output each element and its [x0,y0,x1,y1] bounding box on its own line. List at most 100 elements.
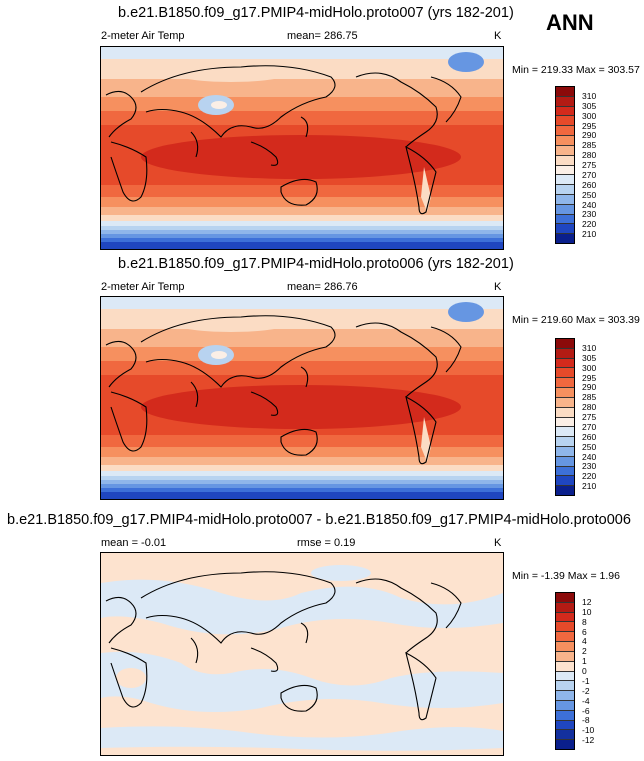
colorbar-tick-label: 310 [582,90,597,101]
colorbar-swatch [556,720,574,731]
colorbar-swatch [556,437,574,447]
colorbar-swatch [556,145,574,156]
colorbar-tick-label: 230 [582,209,597,220]
colorbar-swatch [556,348,574,359]
colorbar-swatch [556,185,574,195]
panel-3-map [100,552,504,756]
colorbar-tick-label: 12 [582,596,592,607]
panel-3-colorbar [555,592,575,750]
colorbar-tick-label: -4 [582,695,590,706]
colorbar-swatch [556,126,574,137]
colorbar-swatch [556,214,574,225]
panel-3-map-svg [101,553,503,755]
colorbar-swatch [556,116,574,127]
colorbar-swatch [556,700,574,711]
colorbar-tick-label: 270 [582,169,597,180]
colorbar-swatch [556,671,574,682]
colorbar-tick-label: 0 [582,666,587,676]
colorbar-swatch [556,155,574,166]
panel-2-variable-label: 2-meter Air Temp [101,281,185,293]
colorbar-tick-label: 210 [582,229,597,240]
colorbar-tick-label: -2 [582,685,590,696]
colorbar-tick-label: 250 [582,441,597,452]
panel-1-units: K [494,30,502,42]
colorbar-swatch [556,476,574,487]
colorbar-swatch [556,456,574,467]
colorbar-tick-label: 290 [582,130,597,141]
colorbar-swatch [556,407,574,418]
colorbar-swatch [556,661,574,672]
colorbar-tick-label: -1 [582,675,590,686]
colorbar-tick-label: 280 [582,150,597,161]
colorbar-tick-label: -12 [582,735,595,746]
colorbar-tick-label: 1 [582,656,587,667]
colorbar-tick-label: 305 [582,352,597,363]
colorbar-tick-label: 290 [582,382,597,393]
colorbar-tick-label: 300 [582,110,597,121]
colorbar-tick-label: 310 [582,342,597,353]
panel-1-title: b.e21.B1850.f09_g17.PMIP4-midHolo.proto0… [118,5,514,21]
colorbar-tick-label: 250 [582,189,597,200]
colorbar-tick-label: 275 [582,160,597,170]
colorbar-swatch [556,612,574,623]
colorbar-swatch [556,165,574,176]
panel-3-units: K [494,537,502,549]
panel-1-map [100,46,504,250]
colorbar-swatch [556,388,574,398]
colorbar-tick-label: 220 [582,219,597,230]
colorbar-swatch [556,651,574,662]
colorbar-swatch [556,368,574,379]
colorbar-swatch [556,358,574,369]
colorbar-tick-label: 210 [582,481,597,492]
colorbar-swatch [556,339,574,349]
panel-1-mean-label: mean= 286.75 [287,30,358,42]
colorbar-swatch [556,602,574,613]
panel-1-map-svg [101,47,503,249]
colorbar-swatch [556,740,574,749]
colorbar-tick-label: 295 [582,120,597,131]
colorbar-swatch [556,87,574,97]
colorbar-swatch [556,194,574,205]
colorbar-swatch [556,730,574,741]
panel-2-map [100,296,504,500]
panel-2-minmax: Min = 219.60 Max = 303.39 [512,314,640,326]
colorbar-swatch [556,593,574,603]
colorbar-tick-label: 275 [582,412,597,422]
panel-2-colorbar [555,338,575,496]
colorbar-tick-label: 220 [582,471,597,482]
colorbar-tick-label: 300 [582,362,597,373]
colorbar-swatch [556,622,574,633]
colorbar-swatch [556,175,574,186]
colorbar-swatch [556,691,574,701]
colorbar-swatch [556,106,574,117]
panel-2-map-svg [101,297,503,499]
panel-2-mean-label: mean= 286.76 [287,281,358,293]
panel-2-title: b.e21.B1850.f09_g17.PMIP4-midHolo.proto0… [118,256,514,272]
colorbar-tick-label: 260 [582,431,597,442]
colorbar-swatch [556,417,574,428]
season-label: ANN [546,10,594,35]
colorbar-tick-label: 240 [582,199,597,210]
colorbar-tick-label: 260 [582,179,597,190]
colorbar-swatch [556,224,574,235]
colorbar-tick-label: 2 [582,646,587,657]
colorbar-tick-label: 270 [582,421,597,432]
colorbar-swatch [556,427,574,438]
colorbar-tick-label: 240 [582,451,597,462]
colorbar-swatch [556,466,574,477]
colorbar-swatch [556,632,574,643]
colorbar-swatch [556,486,574,495]
colorbar-tick-label: -8 [582,715,590,726]
colorbar-tick-label: 6 [582,626,587,637]
panel-3-title: b.e21.B1850.f09_g17.PMIP4-midHolo.proto0… [7,512,631,528]
colorbar-tick-label: 280 [582,402,597,413]
colorbar-tick-label: 10 [582,606,592,617]
colorbar-swatch [556,378,574,389]
colorbar-tick-label: 230 [582,461,597,472]
colorbar-tick-label: 4 [582,636,587,647]
colorbar-tick-label: -10 [582,725,595,736]
colorbar-swatch [556,204,574,215]
panel-2-units: K [494,281,502,293]
colorbar-swatch [556,681,574,692]
colorbar-swatch [556,710,574,721]
